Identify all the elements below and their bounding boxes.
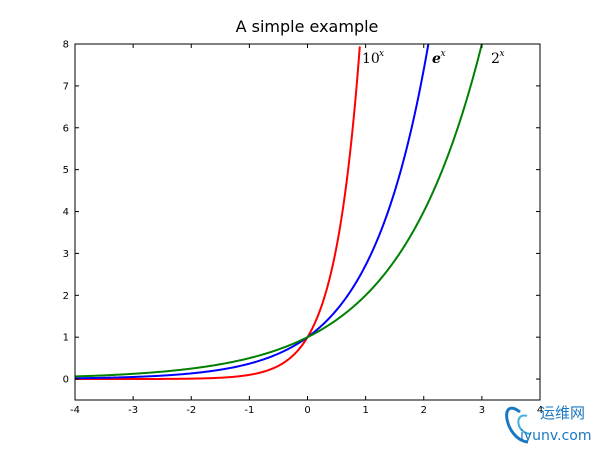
y-tick-label: 8 — [63, 40, 69, 51]
x-tick-label: 2 — [421, 405, 427, 416]
chart-title: A simple example — [236, 17, 379, 36]
x-tick-label: 0 — [304, 405, 310, 416]
x-tick-label: 3 — [479, 405, 485, 416]
series-line-2 — [75, 44, 483, 378]
y-tick-label: 5 — [63, 165, 69, 176]
x-tick-label: -1 — [244, 405, 254, 416]
x-tick-label: 1 — [362, 405, 368, 416]
y-tick-label: 2 — [63, 291, 69, 302]
watermark-cn-text: 运维网 — [540, 404, 585, 422]
watermark-swirl-inner-icon — [517, 414, 531, 435]
y-tick-label: 3 — [63, 249, 69, 260]
curve-annotation-1: e — [432, 51, 441, 67]
x-tick-label: -2 — [186, 405, 196, 416]
series-line-1 — [75, 44, 430, 380]
y-tick-label: 7 — [63, 81, 69, 92]
curve-annotation-sup-2: x — [500, 49, 505, 59]
curve-annotation-sup-0: x — [379, 49, 384, 59]
watermark-url-text: iyunv.com — [520, 428, 591, 444]
x-tick-label: 4 — [537, 405, 543, 416]
y-tick-label: 4 — [63, 207, 69, 218]
watermark-logo: 运维网 iyunv.com — [505, 404, 591, 444]
y-tick-label: 1 — [63, 333, 69, 344]
y-tick-label: 0 — [63, 375, 69, 386]
x-tick-label: -3 — [128, 405, 138, 416]
curve-annotation-0: 10 — [362, 51, 380, 67]
watermark-swirl-icon — [505, 406, 529, 444]
x-tick-label: -4 — [70, 405, 80, 416]
curve-annotation-sup-1: x — [441, 49, 446, 59]
y-tick-label: 6 — [63, 123, 69, 134]
series-line-0 — [75, 46, 361, 381]
curve-annotation-2: 2 — [491, 51, 500, 67]
